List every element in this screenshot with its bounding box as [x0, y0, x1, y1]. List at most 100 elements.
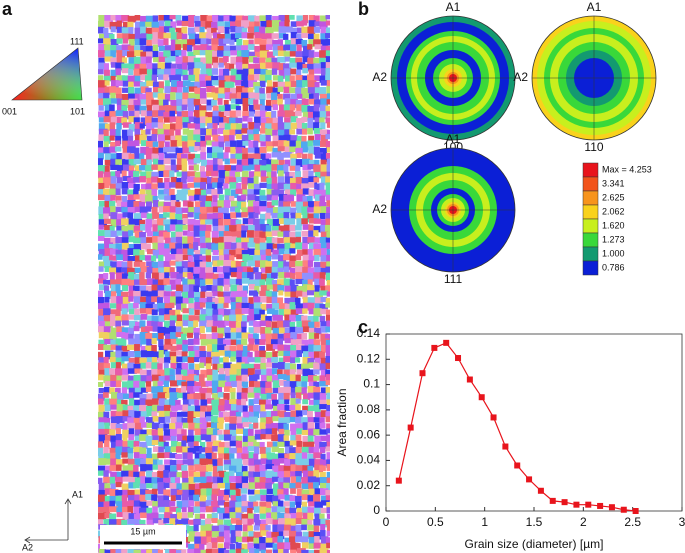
grain: [133, 500, 141, 508]
grain: [313, 243, 322, 250]
grain: [163, 291, 171, 297]
grain: [134, 458, 144, 467]
grain: [104, 422, 110, 430]
grain: [265, 99, 272, 107]
grain: [254, 357, 263, 363]
grain: [308, 327, 316, 334]
grain: [254, 548, 260, 553]
grain: [289, 218, 296, 225]
grain: [296, 93, 306, 99]
grain: [205, 363, 212, 369]
grain: [290, 476, 300, 486]
grain: [199, 314, 208, 323]
grain: [128, 338, 135, 345]
grain: [146, 177, 153, 186]
grain: [181, 164, 188, 173]
grain: [271, 356, 279, 365]
grain: [134, 63, 143, 70]
grain: [140, 237, 147, 247]
grain: [104, 350, 114, 360]
grain: [265, 15, 272, 22]
grain: [302, 279, 309, 288]
grain: [151, 309, 158, 316]
grain: [140, 99, 148, 105]
grain: [229, 453, 235, 460]
x-tick-label: 0: [383, 515, 390, 529]
grain: [218, 170, 226, 179]
grain: [265, 134, 271, 144]
grain: [98, 374, 104, 381]
grain: [284, 399, 290, 405]
grain: [188, 74, 196, 82]
grain: [217, 278, 225, 287]
grain: [121, 201, 129, 210]
grain: [308, 50, 315, 59]
grain: [146, 135, 155, 142]
grain: [187, 81, 195, 89]
y-tick-label: 0.12: [357, 351, 381, 365]
grain: [169, 302, 175, 309]
grain: [271, 164, 279, 171]
grain: [188, 351, 198, 360]
grain: [200, 488, 208, 497]
grain: [230, 380, 238, 388]
grain: [241, 177, 251, 185]
grain: [121, 93, 130, 100]
grain: [295, 536, 304, 543]
grain: [140, 86, 149, 93]
grain: [127, 177, 136, 184]
grain: [146, 122, 155, 131]
grain: [223, 411, 231, 418]
grain: [188, 86, 198, 92]
grain: [199, 362, 205, 369]
grain: [253, 81, 263, 90]
grain: [296, 410, 303, 417]
grain: [248, 74, 255, 82]
grain: [109, 86, 116, 95]
grain: [193, 441, 199, 447]
grain: [187, 45, 193, 52]
grain: [289, 447, 298, 456]
grain: [211, 416, 219, 424]
grain: [193, 458, 203, 467]
grain: [230, 530, 239, 539]
grain: [157, 500, 166, 508]
grain: [254, 147, 260, 156]
grain: [265, 315, 272, 322]
grain: [98, 506, 106, 513]
grain: [319, 290, 329, 296]
grain: [284, 272, 292, 278]
grain: [277, 75, 284, 83]
y-tick-label: 0.02: [357, 478, 381, 492]
grain: [224, 350, 231, 358]
grain: [313, 104, 320, 112]
grain: [308, 458, 316, 468]
grain: [109, 465, 117, 471]
grain: [290, 398, 299, 406]
grain: [115, 146, 122, 152]
grain: [247, 129, 254, 137]
grain: [218, 236, 226, 245]
grain: [170, 50, 179, 57]
grain: [259, 213, 267, 221]
grain: [259, 543, 267, 552]
grain: [254, 434, 262, 440]
grain: [277, 86, 284, 92]
grain: [313, 507, 321, 517]
grain: [290, 182, 298, 191]
grain: [127, 405, 134, 412]
grain: [325, 297, 330, 305]
grain: [223, 464, 231, 471]
grain: [163, 261, 171, 268]
grain: [248, 98, 256, 105]
grain: [313, 63, 321, 71]
grain: [241, 201, 247, 211]
grain: [320, 338, 330, 347]
grain: [146, 69, 155, 79]
grain: [278, 327, 286, 334]
grain: [229, 231, 238, 238]
grain: [301, 230, 311, 237]
grain: [325, 519, 330, 526]
grain: [181, 465, 188, 471]
grain: [194, 278, 204, 288]
